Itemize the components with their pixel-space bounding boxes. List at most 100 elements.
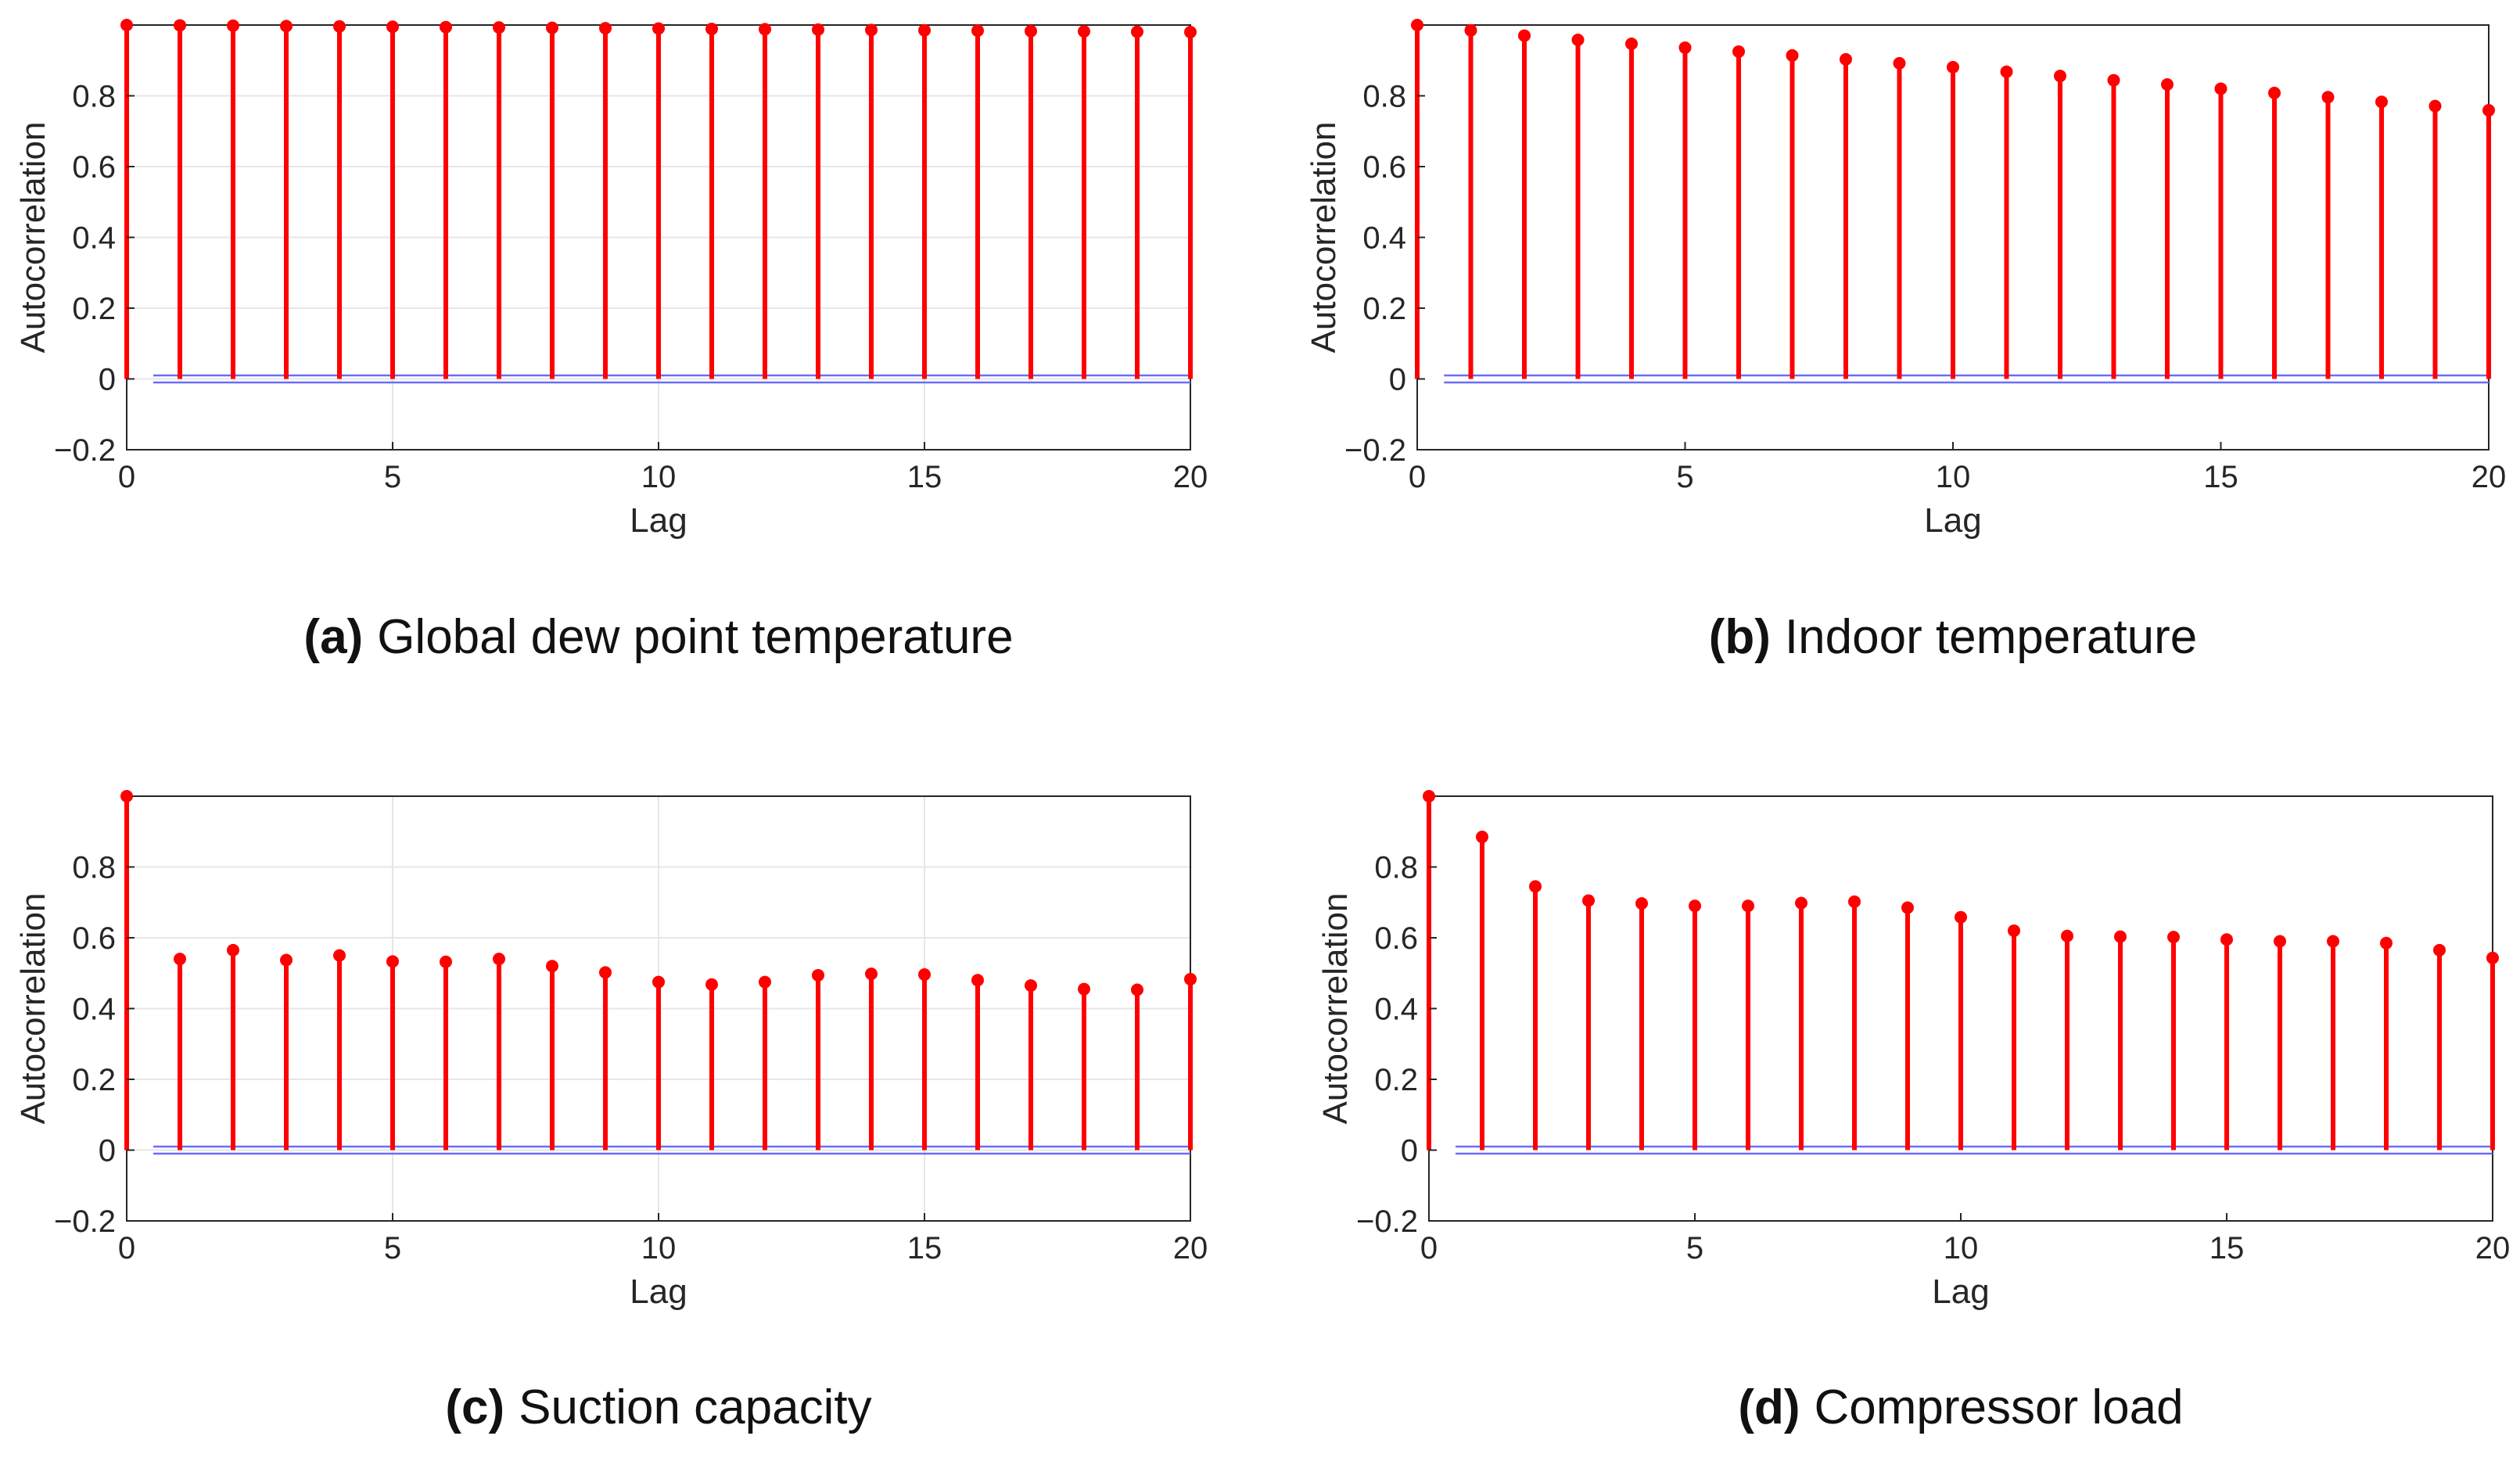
y-tick-label: 0.4 <box>1374 993 1418 1027</box>
caption-d: (d) Compressor load <box>1738 1380 2183 1434</box>
stem-marker-lag-14 <box>865 967 878 981</box>
stem-marker-lag-11 <box>705 978 718 991</box>
y-tick-label: 0.2 <box>1374 1063 1418 1097</box>
panel-b: −0.200.20.40.60.80 5 10 15 20LagAutocorrelat… <box>1305 19 2506 664</box>
y-tick-label: 0.4 <box>72 993 116 1027</box>
stem-marker-lag-4 <box>333 949 346 962</box>
y-axis-label: Autocorrelation <box>1305 122 1343 354</box>
y-tick-label: 0 <box>1401 1134 1418 1168</box>
stem-marker-lag-18 <box>2380 936 2393 949</box>
stem-marker-lag-9 <box>1893 56 1906 70</box>
x-tick-label: 20 <box>1173 460 1208 494</box>
stem-marker-lag-6 <box>1732 45 1745 58</box>
caption-letter: (a) <box>303 610 363 664</box>
x-tick-label: 0 <box>1420 1231 1438 1265</box>
y-tick-label: 0.2 <box>72 292 116 326</box>
stem-marker-lag-1 <box>174 953 186 966</box>
x-tick-label: 10 <box>1944 1231 1979 1265</box>
stem-marker-lag-7 <box>493 953 505 966</box>
x-tick-label: 20 <box>2472 460 2507 494</box>
x-tick-label: 10 <box>641 460 677 494</box>
stem-marker-lag-0 <box>1423 790 1435 802</box>
stem-marker-lag-1 <box>1476 831 1488 844</box>
caption-text: Compressor load <box>1815 1380 2184 1434</box>
stem-marker-lag-1 <box>174 19 186 32</box>
stem-marker-lag-13 <box>812 23 824 36</box>
y-axis-label: Autocorrelation <box>14 893 52 1125</box>
x-tick-label: 10 <box>641 1231 677 1265</box>
stems-d <box>1423 790 2499 1150</box>
x-tick-label: 5 <box>384 460 401 494</box>
caption-b: (b) Indoor temperature <box>1709 610 2197 664</box>
x-tick-label: 5 <box>1676 460 1693 494</box>
stem-marker-lag-16 <box>2268 86 2281 99</box>
stem-marker-lag-0 <box>120 790 133 802</box>
stem-marker-lag-5 <box>1689 899 1701 913</box>
x-tick-label: 0 <box>118 460 135 494</box>
y-axis-label: Autocorrelation <box>1316 893 1355 1125</box>
x-axis-label: Lag <box>630 1273 687 1311</box>
caption-text: Suction capacity <box>519 1380 871 1434</box>
stem-marker-lag-19 <box>1131 983 1143 996</box>
y-tick-label: 0.8 <box>72 80 116 114</box>
stem-marker-lag-12 <box>2054 70 2066 83</box>
x-tick-label: 20 <box>2475 1231 2511 1265</box>
stem-marker-lag-9 <box>1901 901 1914 914</box>
caption-letter: (d) <box>1738 1380 1800 1434</box>
stem-marker-lag-3 <box>1582 894 1595 907</box>
stem-marker-lag-15 <box>2220 933 2233 946</box>
panel-a: −0.200.20.40.60.80 5 10 15 20LagAutocorrelat… <box>14 19 1208 664</box>
stem-marker-lag-2 <box>227 943 239 957</box>
y-tick-label: 0.2 <box>1362 292 1406 326</box>
stem-marker-lag-8 <box>1840 52 1852 66</box>
x-tick-label: 0 <box>118 1231 135 1265</box>
stem-marker-lag-20 <box>1184 26 1197 39</box>
stem-marker-lag-11 <box>2000 65 2013 78</box>
stem-marker-lag-8 <box>546 21 558 34</box>
stem-marker-lag-10 <box>652 22 665 35</box>
stem-marker-lag-19 <box>2433 943 2446 957</box>
stem-marker-lag-14 <box>2167 931 2180 944</box>
x-tick-label: 10 <box>1936 460 1971 494</box>
stem-marker-lag-14 <box>865 23 878 37</box>
stems-a <box>120 19 1197 379</box>
stem-marker-lag-0 <box>1411 19 1423 31</box>
stem-marker-lag-20 <box>2482 104 2495 117</box>
x-tick-label: 15 <box>2203 460 2238 494</box>
y-tick-label: −0.2 <box>1344 433 1406 468</box>
x-tick-label: 20 <box>1173 1231 1208 1265</box>
stem-marker-lag-20 <box>2486 951 2499 964</box>
x-axis-label: Lag <box>1924 501 1981 540</box>
stem-marker-lag-7 <box>1795 896 1807 910</box>
stem-marker-lag-18 <box>1078 982 1090 996</box>
stem-marker-lag-19 <box>2428 99 2442 113</box>
x-tick-label: 0 <box>1409 460 1426 494</box>
stem-marker-lag-6 <box>440 20 452 34</box>
stem-marker-lag-7 <box>1786 48 1799 62</box>
stem-marker-lag-2 <box>1529 880 1542 893</box>
stem-marker-lag-11 <box>705 22 718 35</box>
stem-marker-lag-5 <box>386 955 399 968</box>
stem-marker-lag-3 <box>1571 34 1585 47</box>
x-tick-label: 15 <box>907 1231 942 1265</box>
stem-marker-lag-12 <box>759 975 771 989</box>
stem-marker-lag-10 <box>1947 60 1959 74</box>
stem-marker-lag-2 <box>1518 29 1531 42</box>
stem-marker-lag-9 <box>599 966 612 979</box>
caption-a: (a) Global dew point temperature <box>303 610 1013 664</box>
stems-c <box>120 790 1197 1150</box>
y-tick-label: −0.2 <box>54 1204 116 1239</box>
stem-marker-lag-16 <box>971 24 984 38</box>
y-axis-label: Autocorrelation <box>14 122 52 354</box>
y-tick-label: 0.6 <box>1374 921 1418 956</box>
y-tick-label: 0.6 <box>72 150 116 185</box>
stem-marker-lag-10 <box>1955 910 1967 924</box>
y-tick-label: −0.2 <box>54 433 116 468</box>
caption-letter: (c) <box>445 1380 504 1434</box>
stem-marker-lag-18 <box>1078 25 1090 38</box>
stem-marker-lag-15 <box>2214 82 2227 95</box>
stem-marker-lag-4 <box>1635 897 1648 910</box>
y-tick-label: 0.4 <box>1362 221 1406 256</box>
x-tick-label: 5 <box>1686 1231 1703 1265</box>
